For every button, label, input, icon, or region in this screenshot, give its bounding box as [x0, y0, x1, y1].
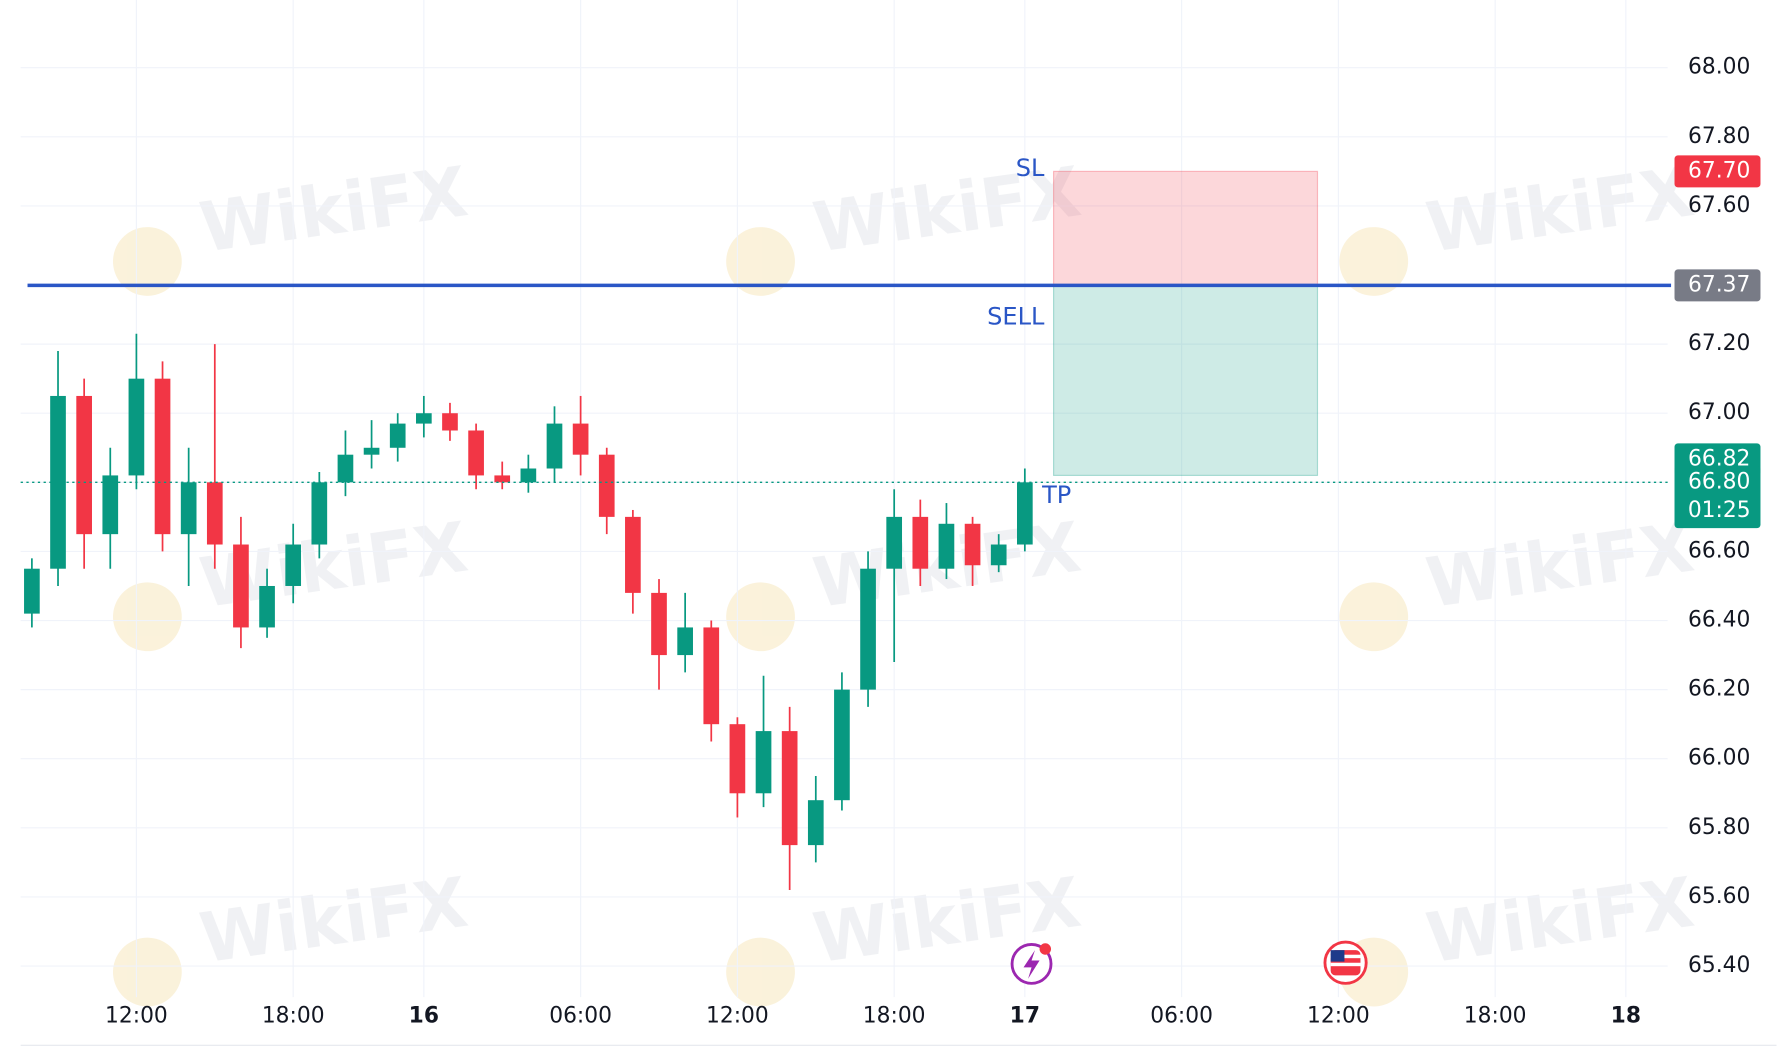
candle-body — [807, 800, 824, 846]
candle-body — [625, 516, 641, 593]
y-tick-label: 66.40 — [1688, 608, 1750, 633]
candle-body — [1016, 482, 1033, 545]
overlays: SL SELL TP — [20, 154, 1672, 509]
candle-body — [128, 378, 145, 476]
candle-body — [860, 568, 876, 690]
candle-body — [363, 447, 380, 455]
candle-body — [729, 724, 746, 794]
candle-body — [494, 475, 511, 483]
candle-body — [233, 544, 249, 628]
candles — [24, 333, 1033, 891]
watermark-logo — [726, 937, 795, 1007]
last-price-tag-bg — [1674, 466, 1761, 529]
candle-body — [834, 689, 850, 801]
y-tick-label: 66.20 — [1688, 677, 1750, 702]
y-tick-label: 65.60 — [1688, 884, 1750, 909]
x-tick-label: 18:00 — [1464, 1004, 1527, 1029]
candle-body — [520, 468, 537, 483]
y-tick-label: 65.80 — [1688, 815, 1750, 840]
axes: 65.40 65.60 65.80 66.00 66.20 66.40 66.60 66.80… — [105, 55, 1761, 1029]
candle-body — [76, 395, 92, 535]
x-tick-label: 18:00 — [262, 1004, 325, 1029]
sl-label: SL — [1016, 154, 1045, 182]
candle-body — [415, 413, 432, 424]
stop-loss-tag: 67.70 — [1688, 158, 1750, 183]
y-tick-label: 65.40 — [1688, 953, 1750, 978]
candle-body — [964, 523, 981, 566]
x-tick-label: 18:00 — [863, 1004, 926, 1029]
tp-label: TP — [1041, 481, 1071, 509]
candle-body — [651, 592, 667, 656]
candle-body — [755, 731, 772, 794]
y-tick-label: 66.00 — [1688, 746, 1750, 771]
candle-body — [990, 544, 1007, 566]
watermark-logo — [112, 227, 182, 296]
countdown: 01:25 — [1688, 498, 1751, 523]
watermark-logo — [112, 937, 182, 1007]
candle-body — [677, 627, 693, 656]
watermark: WikiFX — [1339, 152, 1699, 296]
candle-body — [938, 523, 955, 569]
watermark-logo — [112, 582, 182, 652]
watermark-logo — [1339, 227, 1409, 296]
candle-body — [389, 423, 406, 448]
candle-body — [781, 731, 798, 846]
y-tick-label: 68.00 — [1688, 55, 1750, 80]
y-tick-label: 67.80 — [1688, 124, 1750, 149]
x-tick-label: 12:00 — [1307, 1004, 1370, 1029]
event-icon[interactable] — [1010, 942, 1053, 985]
candle-body — [572, 423, 589, 455]
position-zones — [1053, 170, 1319, 476]
watermark-logo — [726, 227, 795, 296]
y-tick-label: 67.20 — [1688, 331, 1750, 356]
candle-body — [206, 482, 223, 545]
candle-body — [546, 423, 563, 469]
candle-body — [259, 585, 275, 628]
entry-tag-bg — [1674, 269, 1761, 302]
take-profit-zone — [1053, 284, 1319, 476]
country-icon[interactable] — [1323, 940, 1368, 985]
x-tick-label: 17 — [1010, 1004, 1040, 1029]
candle-body — [285, 544, 302, 586]
candle-body — [442, 413, 458, 431]
x-tick-label: 18 — [1611, 1004, 1641, 1029]
stop-loss-tag-bg — [1674, 155, 1761, 188]
x-tick-label: 06:00 — [549, 1004, 612, 1029]
candle-body — [50, 395, 66, 569]
x-tick-label: 12:00 — [105, 1004, 168, 1029]
last-price-tag: 66.80 — [1688, 469, 1750, 494]
candle-body — [912, 516, 929, 569]
candle-body — [24, 568, 40, 614]
watermark-logo — [726, 582, 795, 652]
watermark-logo — [1339, 582, 1409, 652]
y-tick-label: 67.00 — [1688, 400, 1750, 425]
sell-label: SELL — [987, 302, 1045, 330]
candle-body — [180, 482, 197, 535]
candle-body — [337, 454, 354, 483]
x-tick-label: 06:00 — [1150, 1004, 1213, 1029]
entry-tag: 67.37 — [1688, 272, 1750, 297]
stop-loss-zone — [1053, 170, 1319, 286]
candle-body — [598, 454, 615, 517]
x-tick-label: 12:00 — [706, 1004, 769, 1029]
candle-body — [311, 482, 328, 545]
candle-body — [154, 378, 171, 535]
candle-body — [102, 475, 119, 535]
y-tick-label: 67.60 — [1688, 193, 1750, 218]
candle-body — [886, 516, 903, 569]
y-tick-label: 66.60 — [1688, 538, 1750, 563]
candle-body — [468, 430, 484, 476]
x-tick-label: 16 — [409, 1004, 439, 1029]
candle-body — [703, 627, 720, 725]
